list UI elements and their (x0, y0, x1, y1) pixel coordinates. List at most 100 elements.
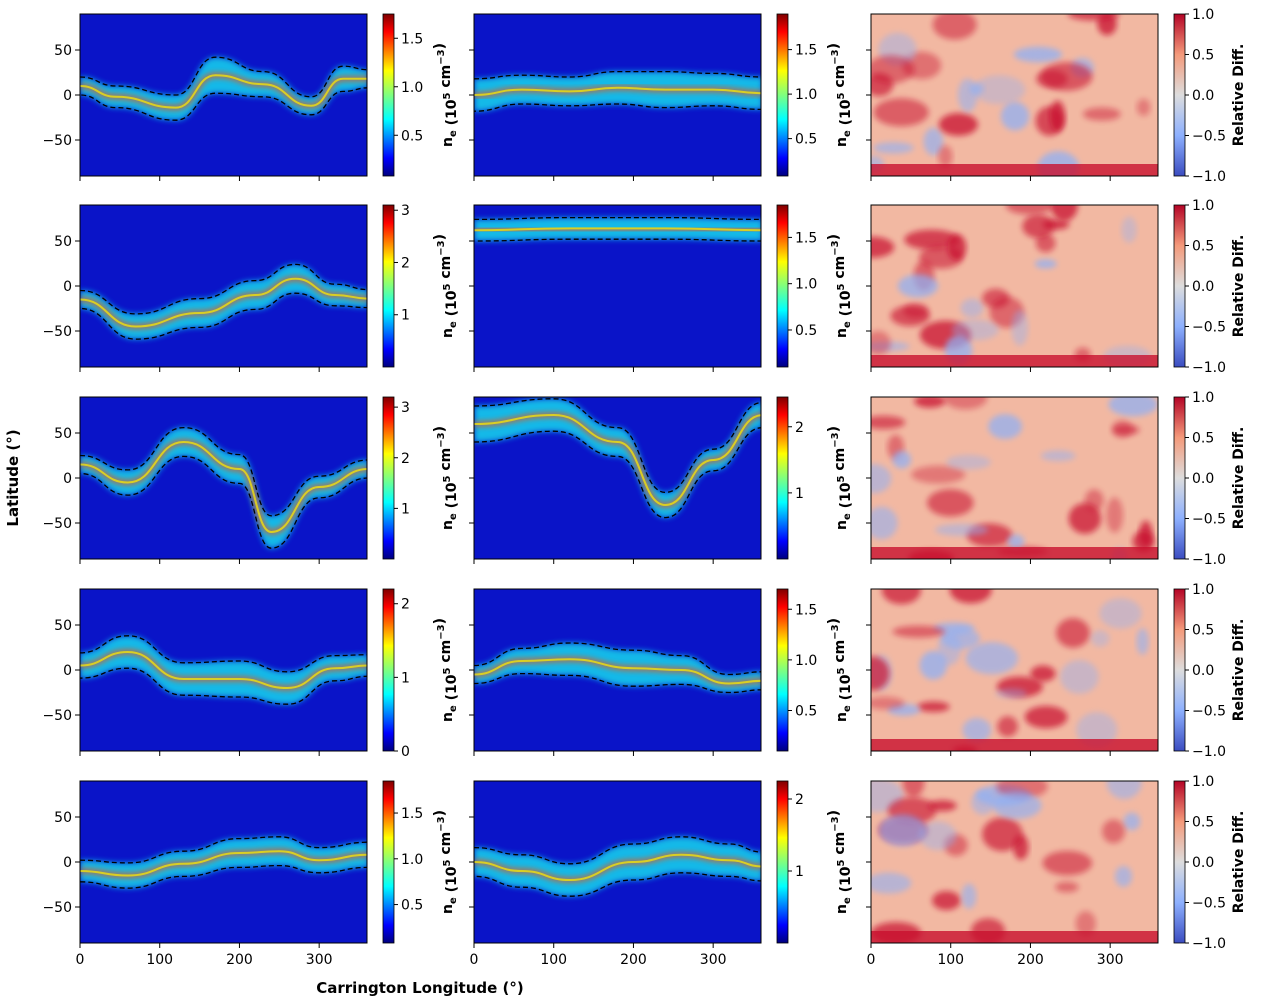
colorbar-label-part: 5 (442, 667, 453, 674)
diff-region (947, 234, 967, 261)
colorbar-label-part: ) (826, 618, 842, 624)
colorbar-label-part: cm (832, 256, 848, 284)
diff-region (871, 696, 905, 710)
colorbar-label: ne (105 cm−3) (432, 234, 460, 338)
colorbar-tick-label: 2 (795, 420, 804, 436)
panel-r1-c2: 0.5 1.0 1.5 ne (105 cm−3) (469, 13, 854, 181)
x-tick-label: 100 (146, 952, 173, 968)
colorbar-label-part: n (440, 328, 456, 338)
colorbar-label: Relative Diff. (1231, 235, 1247, 338)
colorbar-tick-label: 1.0 (795, 87, 817, 103)
colorbar-tick-label: 3 (401, 203, 410, 219)
colorbar-label-part: ) (826, 810, 842, 816)
colorbar-tick-label: −0.5 (1192, 704, 1226, 720)
density-ridge (474, 86, 761, 96)
diff-region (904, 229, 959, 250)
colorbar-label-part: 5 (836, 859, 847, 866)
y-tick-label: 50 (54, 43, 72, 59)
x-tick-label: 200 (620, 952, 647, 968)
diff-region (1068, 503, 1102, 534)
diff-region (1102, 819, 1125, 844)
colorbar-label-part: (10 (838, 290, 854, 321)
colorbar-label-part: n (834, 904, 850, 914)
diff-region (928, 800, 957, 812)
colorbar-label-part: (10 (838, 99, 854, 130)
diff-region (873, 142, 914, 154)
colorbar-label-part: −3 (436, 240, 447, 255)
colorbar-label-part: cm (438, 448, 454, 476)
colorbar-label-part: (10 (444, 290, 460, 321)
colorbar-label-part: ) (432, 234, 448, 240)
density-ridge (80, 277, 367, 328)
diff-region (914, 397, 946, 408)
colorbar-label-part: cm (832, 640, 848, 668)
colorbar-label: Relative Diff. (1231, 44, 1247, 147)
contour-upper (80, 635, 367, 673)
density-band (474, 71, 761, 112)
colorbar (1173, 780, 1186, 944)
panel-r5-c2: 0 100 200 300 1 2 ne (105 cm−3) (469, 780, 854, 968)
diff-region (1024, 705, 1068, 729)
diff-region (1090, 630, 1110, 647)
diff-region (937, 632, 961, 666)
contour-lower (474, 672, 761, 694)
density-ridge (80, 850, 367, 877)
diff-region (957, 78, 978, 113)
colorbar-label-part: e (842, 130, 853, 137)
colorbar-tick-label: 0.0 (1192, 471, 1214, 487)
diff-region (871, 872, 912, 894)
colorbar-tick-label: 2 (401, 255, 410, 271)
density-ridge (474, 853, 761, 882)
y-tick-label: 50 (54, 234, 72, 250)
diff-region (1123, 812, 1141, 831)
colorbar-tick-label: 0.5 (1192, 623, 1214, 639)
colorbar-tick-label: 1.0 (1192, 774, 1214, 790)
contour-lower (474, 872, 761, 897)
colorbar-tick-label: 1 (401, 670, 410, 686)
y-tick-label: −50 (42, 133, 72, 149)
panel-r1-c1: 50 0 −50 0.5 1.0 1.5 ne (105 cm−3) (42, 13, 460, 181)
colorbar-label-part: e (842, 897, 853, 904)
contour-upper (474, 836, 761, 865)
colorbar-tick-label: 1.5 (795, 602, 817, 618)
colorbar (382, 780, 395, 944)
diff-region (934, 523, 989, 536)
colorbar-tick-label: 1.0 (1192, 198, 1214, 214)
diff-region (1042, 850, 1093, 876)
colorbar (1173, 13, 1186, 177)
colorbar-tick-label: 1.5 (401, 31, 423, 47)
contour-upper (80, 426, 367, 517)
diff-region (1106, 497, 1124, 533)
panel-r4-c3: 1.0 0.5 0.0 −0.5 −1.0 Relative Diff. (866, 582, 1247, 760)
diff-region (923, 127, 944, 156)
diff-region (962, 717, 992, 743)
diff-region (946, 454, 991, 470)
colorbar-label-part: 5 (836, 667, 847, 674)
colorbar-label-part: cm (832, 65, 848, 93)
panel-r4-c2: 0.5 1.0 1.5 ne (105 cm−3) (469, 588, 854, 756)
colorbar-tick-label: 1.0 (1192, 582, 1214, 598)
diff-region (938, 113, 978, 136)
density-ridge (474, 227, 761, 232)
x-tick-label: 0 (867, 952, 876, 968)
colorbar-tick-label: 0.0 (1192, 88, 1214, 104)
colorbar-label-part: (10 (444, 674, 460, 705)
diff-region (988, 414, 1023, 439)
panel-r5-c1: 50 0 −50 0 100 200 300 0.5 1.0 1.5 ne (105 cm−3) (42, 780, 460, 968)
colorbar-tick-label: 1.0 (401, 852, 423, 868)
diff-region (992, 792, 1042, 819)
colorbar-label-part: −3 (436, 816, 447, 831)
diff-region (1114, 865, 1133, 887)
x-tick-label: 300 (700, 952, 727, 968)
colorbar-tick-label: 1.0 (795, 277, 817, 293)
colorbar-label-part: e (448, 513, 459, 520)
y-tick-label: 0 (63, 279, 72, 295)
colorbar-label-part: cm (438, 640, 454, 668)
diff-region (1007, 534, 1025, 549)
diff-region (1013, 46, 1063, 63)
colorbar-label-part: cm (438, 65, 454, 93)
y-tick-label: 50 (54, 810, 72, 826)
diff-region (871, 656, 890, 691)
contour-upper (474, 70, 761, 80)
